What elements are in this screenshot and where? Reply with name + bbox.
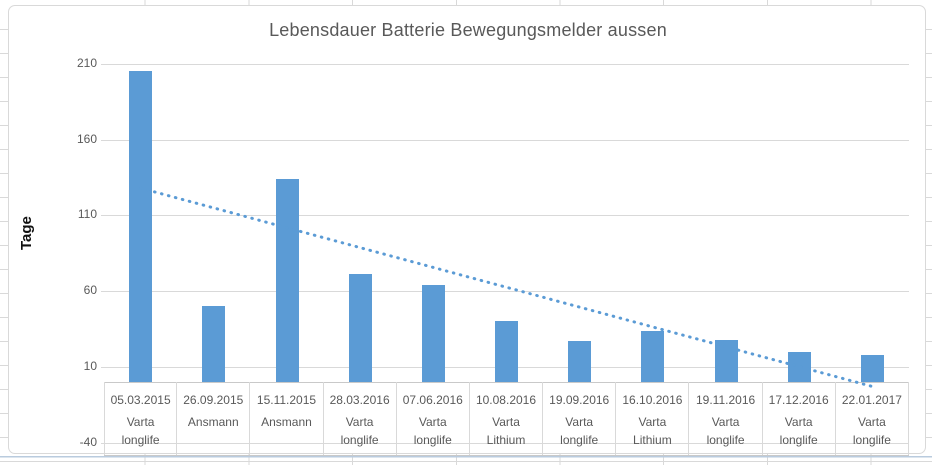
category-date: 05.03.2015 bbox=[110, 393, 171, 407]
x-axis-table-bottom-line bbox=[104, 455, 909, 456]
category-battery-type: Varta longlife bbox=[121, 415, 160, 447]
category-label-cell[interactable]: 05.03.2015 Varta longlife bbox=[104, 382, 178, 455]
category-date: 28.03.2016 bbox=[329, 393, 390, 407]
bar-10.08.2016[interactable] bbox=[495, 321, 518, 382]
bar-15.11.2015[interactable] bbox=[275, 179, 299, 382]
category-battery-type: Varta longlife bbox=[340, 415, 379, 447]
y-tick-label[interactable]: 110 bbox=[77, 207, 97, 222]
category-date: 17.12.2016 bbox=[768, 393, 829, 407]
bar-07.06.2016[interactable] bbox=[421, 285, 445, 382]
category-date: 22.01.2017 bbox=[841, 393, 902, 407]
category-label-cell[interactable]: 10.08.2016 Varta Lithium bbox=[470, 382, 544, 455]
category-date: 10.08.2016 bbox=[475, 393, 537, 407]
y-axis-title[interactable]: Tage bbox=[18, 216, 35, 250]
bar-22.01.2017[interactable] bbox=[860, 354, 884, 382]
bar-05.03.2015[interactable] bbox=[129, 71, 153, 382]
category-battery-type: Ansmann bbox=[187, 415, 239, 429]
category-battery-type: Varta longlife bbox=[852, 415, 891, 447]
bar-28.03.2016[interactable] bbox=[348, 274, 372, 382]
category-label-cell[interactable]: 15.11.2015 Ansmann bbox=[250, 382, 324, 455]
gridline-210 bbox=[101, 63, 909, 65]
y-tick-label[interactable]: 60 bbox=[83, 283, 97, 298]
category-battery-type: Varta longlife bbox=[779, 415, 818, 447]
category-label-cell[interactable]: 22.01.2017 Varta longlife bbox=[836, 382, 909, 455]
bar-19.11.2016[interactable] bbox=[714, 339, 738, 382]
bar-16.10.2016[interactable] bbox=[641, 330, 665, 382]
category-date: 26.09.2015 bbox=[183, 393, 244, 407]
category-label-cell[interactable]: 26.09.2015 Ansmann bbox=[177, 382, 251, 455]
bar-17.12.2016[interactable] bbox=[787, 351, 811, 382]
y-tick-label[interactable]: -40 bbox=[79, 434, 97, 449]
chart-frame[interactable]: Lebensdauer Batterie Bewegungsmelder aus… bbox=[8, 5, 926, 456]
category-battery-type: Varta longlife bbox=[706, 415, 745, 447]
y-tick-label[interactable]: 160 bbox=[76, 131, 97, 146]
bar-26.09.2015[interactable] bbox=[202, 306, 226, 383]
category-battery-type: Varta longlife bbox=[560, 415, 599, 447]
category-label-cell[interactable]: 19.09.2016 Varta longlife bbox=[543, 382, 617, 455]
gridline-160 bbox=[101, 139, 909, 141]
pane-split-line bbox=[0, 456, 932, 458]
category-label-cell[interactable]: 07.06.2016 Varta longlife bbox=[397, 382, 470, 455]
category-date: 15.11.2015 bbox=[256, 393, 317, 407]
category-battery-type: Varta Lithium bbox=[486, 415, 526, 447]
gridline-110 bbox=[101, 215, 909, 217]
y-tick-label[interactable]: 10 bbox=[83, 358, 97, 373]
gridline--40 bbox=[101, 442, 909, 444]
y-tick-label[interactable]: 210 bbox=[76, 55, 97, 70]
category-label-cell[interactable]: 16.10.2016 Varta Lithium bbox=[616, 382, 690, 455]
category-label-cell[interactable]: 28.03.2016 Varta longlife bbox=[324, 382, 397, 455]
category-label-cell[interactable]: 17.12.2016 Varta longlife bbox=[763, 382, 836, 455]
gridline-60 bbox=[101, 291, 909, 293]
category-battery-type: Varta longlife bbox=[413, 415, 452, 447]
category-date: 07.06.2016 bbox=[402, 393, 463, 407]
bar-19.09.2016[interactable] bbox=[568, 341, 592, 382]
category-battery-type: Ansmann bbox=[261, 415, 312, 429]
category-date: 16.10.2016 bbox=[622, 393, 683, 407]
chart-title[interactable]: Lebensdauer Batterie Bewegungsmelder aus… bbox=[269, 20, 667, 40]
category-label-cell[interactable]: 19.11.2016 Varta longlife bbox=[690, 382, 763, 455]
category-battery-type: Varta Lithium bbox=[633, 415, 672, 447]
category-date: 19.11.2016 bbox=[696, 393, 756, 407]
category-date: 19.09.2016 bbox=[549, 393, 610, 407]
